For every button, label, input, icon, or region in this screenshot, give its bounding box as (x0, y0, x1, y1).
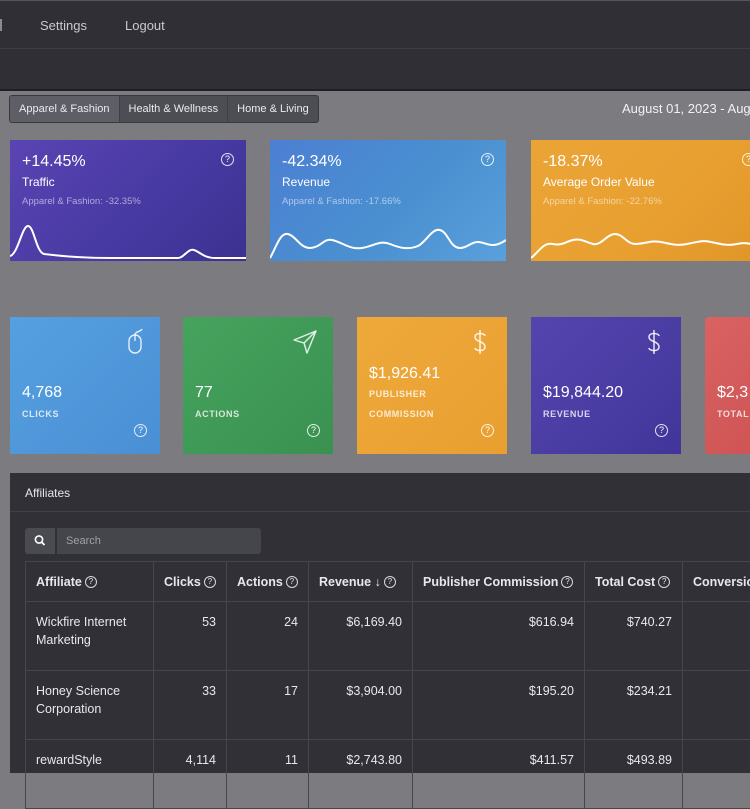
column-header-actions[interactable]: Actions? (227, 562, 309, 602)
aov-label: Average Order Value (543, 175, 655, 189)
conversion-cell (683, 602, 750, 671)
actions-cell: 17 (227, 671, 309, 740)
column-header-publisher-commission[interactable]: Publisher Commission? (413, 562, 585, 602)
revenue-stat-label: REVENUE (543, 409, 591, 419)
revenue-cell: $3,904.00 (309, 671, 413, 740)
tab-home-living[interactable]: Home & Living (227, 96, 318, 122)
column-label: Publisher Commission (423, 575, 558, 589)
column-label: Affiliate (36, 575, 82, 589)
clicks-label: CLICKS (22, 409, 59, 419)
actions-value: 77 (195, 384, 213, 402)
column-header-affiliate[interactable]: Affiliate? (26, 562, 154, 602)
revenue-label: Revenue (282, 175, 330, 189)
publisher-commission-value: $1,926.41 (369, 365, 440, 383)
tab-health-wellness[interactable]: Health & Wellness (119, 96, 228, 122)
traffic-sparkline (10, 218, 246, 261)
column-header-clicks[interactable]: Clicks? (154, 562, 227, 602)
publisher-commission-label-line1: PUBLISHER (369, 389, 426, 399)
secondary-toolbar (0, 48, 750, 90)
affiliate-name-cell[interactable]: Wickfire Internet Marketing (26, 602, 154, 671)
date-range-picker[interactable]: August 01, 2023 - Aug (622, 101, 750, 116)
nav-settings-link[interactable]: Settings (40, 18, 87, 33)
dollar-icon (467, 329, 493, 355)
column-label: Clicks (164, 575, 201, 589)
paper-plane-icon (292, 329, 318, 355)
clicks-cell: 33 (154, 671, 227, 740)
conversion-cell (683, 671, 750, 740)
help-icon[interactable]: ? (307, 424, 320, 437)
help-icon[interactable]: ? (85, 576, 97, 588)
tab-apparel-fashion[interactable]: Apparel & Fashion (10, 96, 119, 122)
aov-change: -18.37% (543, 153, 603, 171)
aov-sparkline (531, 218, 750, 261)
table-row[interactable]: Wickfire Internet Marketing 53 24 $6,169… (26, 602, 750, 671)
help-icon[interactable]: ? (742, 153, 750, 166)
column-header-revenue[interactable]: Revenue ↓? (309, 562, 413, 602)
help-icon[interactable]: ? (481, 424, 494, 437)
panel-divider (10, 511, 750, 512)
category-tabs: Apparel & Fashion Health & Wellness Home… (9, 95, 319, 123)
traffic-change: +14.45% (22, 153, 86, 171)
table-row[interactable]: Honey Science Corporation 33 17 $3,904.0… (26, 671, 750, 740)
nav-item-cut-off[interactable] (0, 19, 2, 31)
column-header-total-cost[interactable]: Total Cost? (585, 562, 683, 602)
clicks-cell: 53 (154, 602, 227, 671)
total-cost-value: $2,3 (717, 384, 748, 402)
commission-cell: $195.20 (413, 671, 585, 740)
mouse-icon (122, 329, 148, 355)
traffic-label: Traffic (22, 175, 55, 189)
total-cost-stat-card: $2,3 TOTAL (705, 317, 750, 454)
dollar-icon (641, 329, 667, 355)
column-label: Actions (237, 575, 283, 589)
revenue-stat-value: $19,844.20 (543, 384, 623, 402)
revenue-trend-card: -42.34% Revenue Apparel & Fashion: -17.6… (270, 140, 506, 261)
revenue-change: -42.34% (282, 153, 342, 171)
top-nav: Settings Logout (0, 0, 750, 49)
revenue-cell: $6,169.40 (309, 602, 413, 671)
actions-cell: 24 (227, 602, 309, 671)
affiliates-table: Affiliate? Clicks? Actions? Revenue ↓? P… (25, 561, 750, 809)
revenue-sparkline (270, 218, 506, 261)
aov-comparison: Apparel & Fashion: -22.76% (543, 196, 662, 207)
help-icon[interactable]: ? (655, 424, 668, 437)
help-icon[interactable]: ? (481, 153, 494, 166)
column-header-conversion[interactable]: Conversion (683, 562, 750, 602)
help-icon[interactable]: ? (561, 576, 573, 588)
nav-logout-link[interactable]: Logout (125, 18, 165, 33)
traffic-comparison: Apparel & Fashion: -32.35% (22, 196, 141, 207)
actions-label: ACTIONS (195, 409, 240, 419)
column-label: Conversion (693, 575, 750, 589)
total-cost-cell: $740.27 (585, 602, 683, 671)
help-icon[interactable]: ? (286, 576, 298, 588)
revenue-stat-card: $19,844.20 REVENUE ? (531, 317, 681, 454)
clicks-value: 4,768 (22, 384, 62, 402)
toolbar-shadow (0, 89, 750, 91)
help-icon[interactable]: ? (134, 424, 147, 437)
column-label: Total Cost (595, 575, 655, 589)
commission-cell: $616.94 (413, 602, 585, 671)
publisher-commission-label-line2: COMMISSION (369, 409, 434, 419)
affiliate-name-cell[interactable]: Honey Science Corporation (26, 671, 154, 740)
help-icon[interactable]: ? (384, 576, 396, 588)
traffic-trend-card: +14.45% Traffic Apparel & Fashion: -32.3… (10, 140, 246, 261)
clicks-stat-card: 4,768 CLICKS ? (10, 317, 160, 454)
search-button[interactable] (25, 528, 55, 554)
search-icon (25, 528, 55, 554)
revenue-comparison: Apparel & Fashion: -17.66% (282, 196, 401, 207)
actions-stat-card: 77 ACTIONS ? (183, 317, 333, 454)
help-icon[interactable]: ? (204, 576, 216, 588)
column-label: Revenue ↓ (319, 575, 381, 589)
aov-trend-card: -18.37% Average Order Value Apparel & Fa… (531, 140, 750, 261)
affiliates-title: Affiliates (25, 486, 70, 500)
help-icon[interactable]: ? (221, 153, 234, 166)
affiliate-search-input[interactable] (57, 528, 261, 554)
publisher-commission-stat-card: $1,926.41 PUBLISHER COMMISSION ? (357, 317, 507, 454)
total-cost-label: TOTAL (717, 409, 749, 419)
help-icon[interactable]: ? (658, 576, 670, 588)
total-cost-cell: $234.21 (585, 671, 683, 740)
table-header-row: Affiliate? Clicks? Actions? Revenue ↓? P… (26, 562, 750, 602)
